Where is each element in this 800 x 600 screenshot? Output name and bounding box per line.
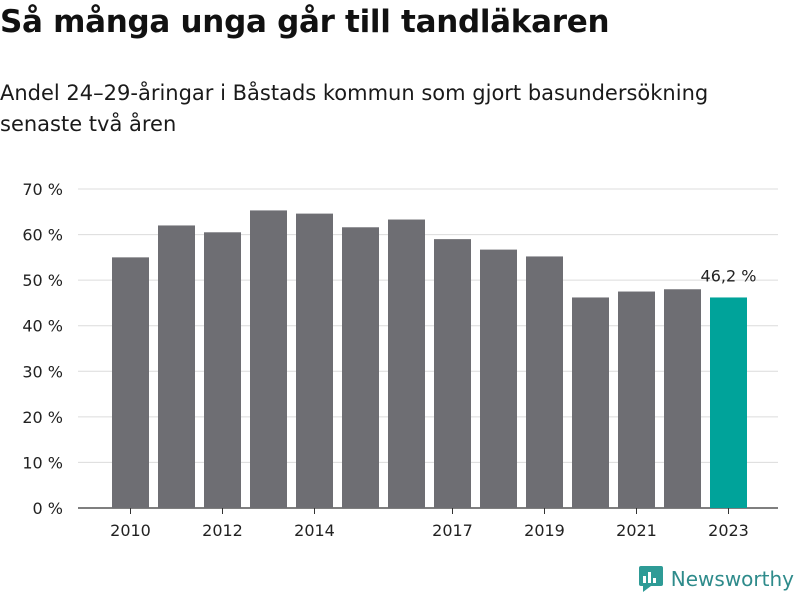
- bar-2017: [434, 239, 471, 508]
- y-tick-label: 20 %: [22, 408, 63, 427]
- bar-2019: [526, 256, 563, 508]
- newsworthy-logo-icon: [638, 566, 663, 592]
- x-tick-label: 2012: [202, 521, 243, 540]
- chart-subtitle: Andel 24–29-åringar i Båstads kommun som…: [0, 81, 709, 136]
- bar-2016: [388, 219, 425, 509]
- x-tick-label: 2017: [432, 521, 473, 540]
- bar-2014: [296, 213, 333, 508]
- brand-logo: Newsworthy: [638, 566, 794, 592]
- bar-chart: 0 % 10 % 20 % 30 % 40 % 50 % 60 % 70 % 2010 2012…: [22, 180, 778, 540]
- bar-2011: [158, 225, 195, 508]
- bar-2012: [204, 232, 241, 509]
- bar-2022: [664, 289, 701, 508]
- x-tick-label: 2010: [110, 521, 151, 540]
- y-tick-label: 40 %: [22, 317, 63, 336]
- x-tick-label: 2023: [708, 521, 749, 540]
- y-tick-label: 60 %: [22, 226, 63, 245]
- y-tick-label: 30 %: [22, 362, 63, 381]
- x-tick-label: 2014: [294, 521, 335, 540]
- bar-2020: [572, 297, 609, 508]
- bar-2018: [480, 249, 517, 509]
- chart-title: Så många unga går till tandläkaren: [0, 4, 610, 40]
- data-label: 46,2 %: [701, 266, 757, 285]
- bar-2015: [342, 227, 379, 508]
- y-tick-label: 50 %: [22, 271, 63, 290]
- bar-2010: [112, 257, 149, 508]
- y-tick-label: 10 %: [22, 453, 63, 472]
- y-tick-label: 70 %: [22, 180, 63, 199]
- bar-2023: [710, 297, 747, 508]
- y-tick-label: 0 %: [33, 499, 63, 518]
- bar-2013: [250, 210, 287, 508]
- bar-2021: [618, 291, 655, 508]
- x-tick-label: 2019: [524, 521, 565, 540]
- brand-name: Newsworthy: [670, 567, 794, 591]
- x-tick-label: 2021: [616, 521, 657, 540]
